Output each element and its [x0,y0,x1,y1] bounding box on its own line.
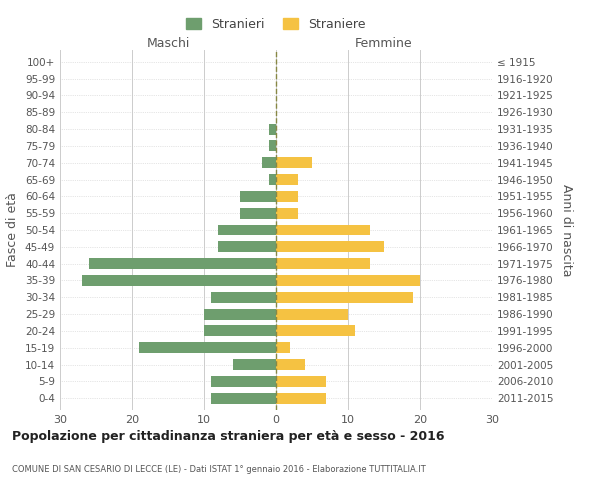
Bar [262,157,276,168]
Text: Maschi: Maschi [146,37,190,50]
Bar [240,208,276,218]
Bar [276,359,305,370]
Bar [276,258,370,269]
Bar [276,376,326,387]
Bar [276,292,413,303]
Bar [276,393,326,404]
Bar [204,326,276,336]
Bar [139,342,276,353]
Bar [276,224,370,235]
Bar [276,242,384,252]
Bar [269,124,276,134]
Text: Femmine: Femmine [355,37,413,50]
Bar [233,359,276,370]
Text: Popolazione per cittadinanza straniera per età e sesso - 2016: Popolazione per cittadinanza straniera p… [12,430,445,443]
Bar [211,292,276,303]
Bar [276,157,312,168]
Bar [276,308,348,320]
Bar [269,174,276,185]
Y-axis label: Anni di nascita: Anni di nascita [560,184,573,276]
Bar [269,140,276,151]
Bar [240,191,276,202]
Bar [276,174,298,185]
Legend: Stranieri, Straniere: Stranieri, Straniere [180,11,372,37]
Bar [276,275,420,286]
Bar [276,191,298,202]
Bar [82,275,276,286]
Bar [276,326,355,336]
Bar [204,308,276,320]
Bar [218,242,276,252]
Bar [211,393,276,404]
Bar [218,224,276,235]
Bar [276,208,298,218]
Bar [276,342,290,353]
Bar [89,258,276,269]
Text: COMUNE DI SAN CESARIO DI LECCE (LE) - Dati ISTAT 1° gennaio 2016 - Elaborazione : COMUNE DI SAN CESARIO DI LECCE (LE) - Da… [12,465,426,474]
Y-axis label: Fasce di età: Fasce di età [7,192,19,268]
Bar [211,376,276,387]
